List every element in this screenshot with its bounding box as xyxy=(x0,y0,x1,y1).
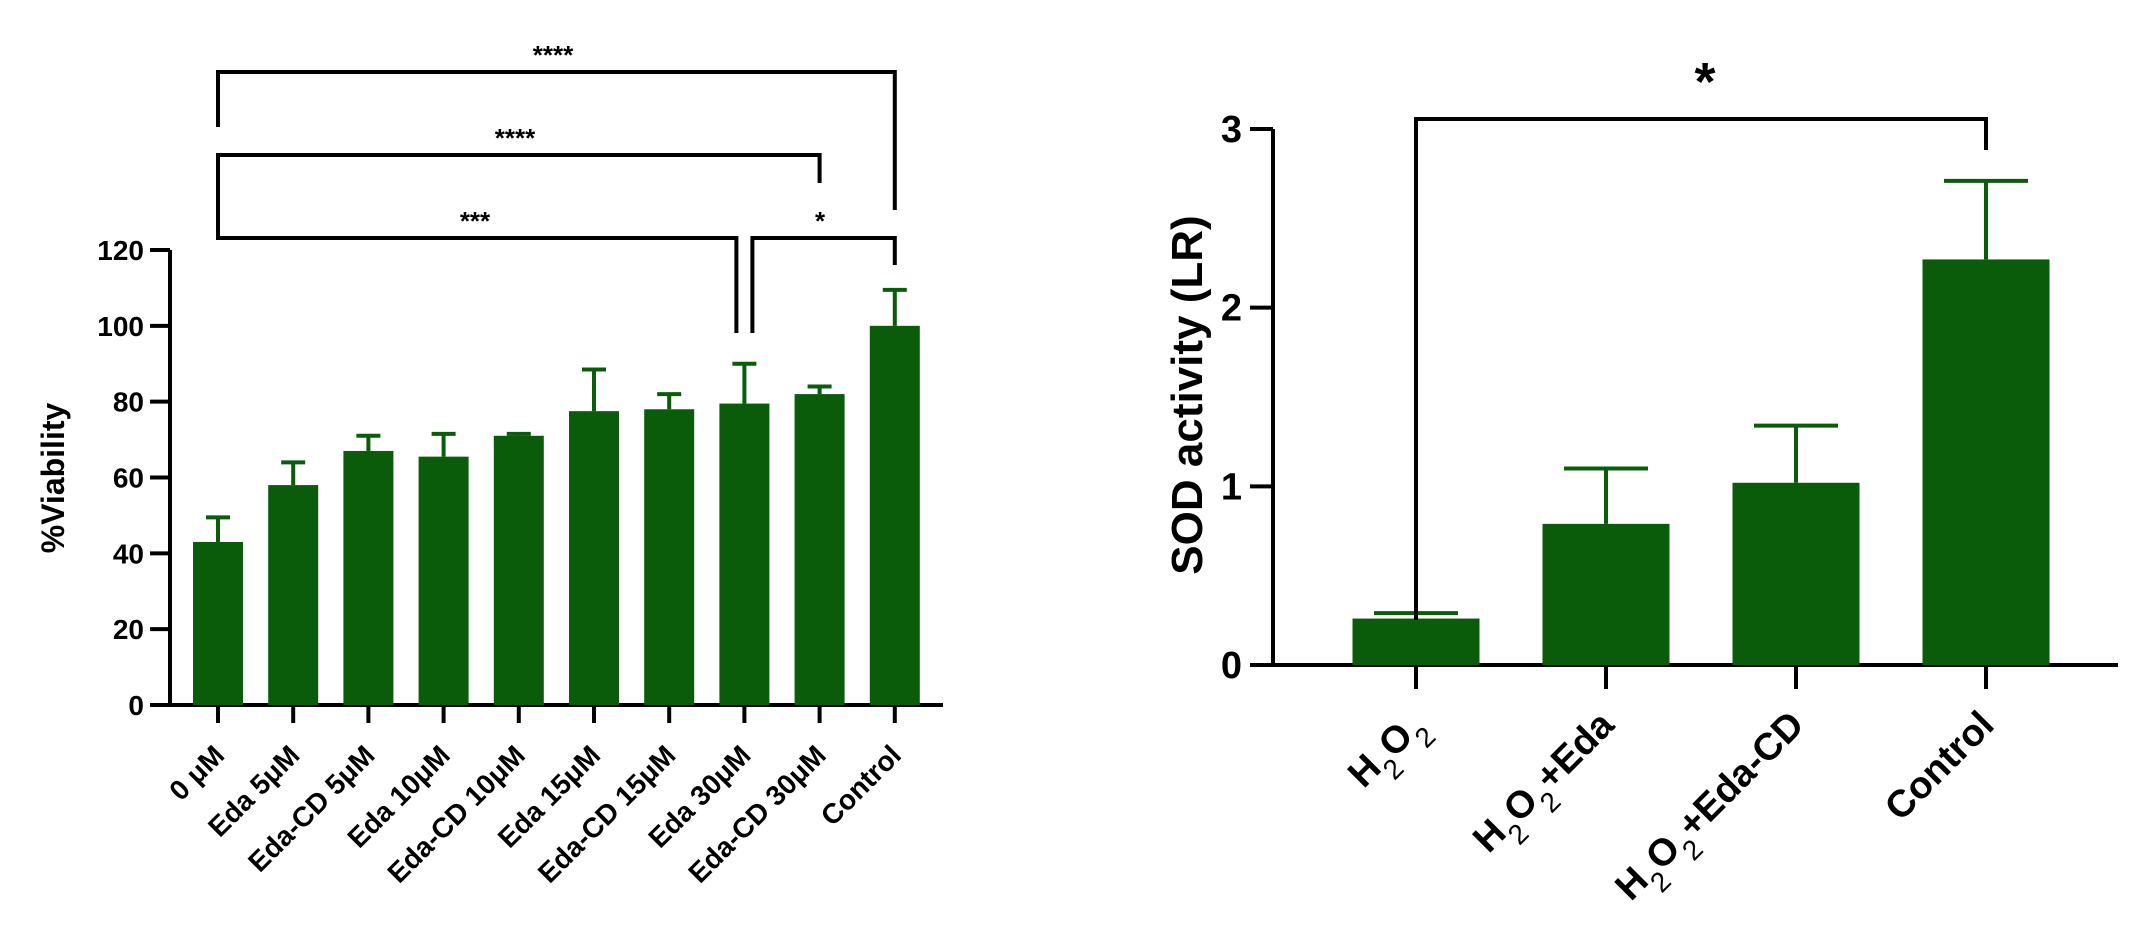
significance-bracket xyxy=(750,236,897,333)
bar xyxy=(1352,618,1480,665)
y-axis-title: SOD activity (LR) xyxy=(1163,215,1212,574)
y-tick-label: 120 xyxy=(97,235,144,266)
x-tick-label: Eda-CD 30μM xyxy=(682,739,832,889)
bar xyxy=(794,394,845,705)
bar xyxy=(869,325,920,705)
bar xyxy=(1922,259,2050,665)
significance-label: * xyxy=(1694,52,1715,112)
x-tick-label: Control xyxy=(1877,704,2002,829)
significance-bracket xyxy=(216,153,822,210)
bar xyxy=(719,403,770,705)
y-tick-label: 1 xyxy=(1221,466,1242,508)
y-tick-label: 0 xyxy=(1221,645,1242,687)
y-tick-label: 60 xyxy=(113,463,144,494)
y-tick-label: 3 xyxy=(1221,109,1242,151)
y-tick-label: 80 xyxy=(113,387,144,418)
significance-bracket xyxy=(216,70,897,210)
y-axis-title: %Viability xyxy=(35,403,71,554)
significance-label: **** xyxy=(533,40,574,70)
y-tick-label: 0 xyxy=(128,690,144,721)
significance-label: **** xyxy=(495,123,536,153)
x-tick-label: 0 μM xyxy=(163,739,230,806)
x-tick-label: H2O2 xyxy=(1340,704,1441,805)
y-tick-label: 40 xyxy=(113,538,144,569)
bar xyxy=(1542,523,1670,665)
bar xyxy=(343,450,394,705)
bar xyxy=(193,541,243,705)
significance-label: * xyxy=(815,206,826,236)
bar xyxy=(493,435,544,705)
bar xyxy=(418,456,469,705)
bar xyxy=(569,411,619,705)
y-tick-label: 20 xyxy=(113,614,144,645)
x-tick-label: Control xyxy=(815,739,907,831)
bar xyxy=(268,485,319,705)
x-tick-label: H2O2+Eda xyxy=(1465,703,1631,869)
x-tick-label: H2O2+Eda-CD xyxy=(1608,704,1822,918)
bar xyxy=(644,409,695,705)
sod-activity-chart: 0 1 2 3 SOD activity (LR) H2O2H2O2+EdaH2O2+Ed… xyxy=(1163,52,2118,918)
y-tick-label: 100 xyxy=(97,311,144,342)
y-tick-label: 2 xyxy=(1221,288,1242,330)
significance-bracket xyxy=(216,210,739,333)
significance-bracket xyxy=(1414,117,1988,620)
significance-label: *** xyxy=(460,206,491,236)
bar xyxy=(1732,482,1860,665)
